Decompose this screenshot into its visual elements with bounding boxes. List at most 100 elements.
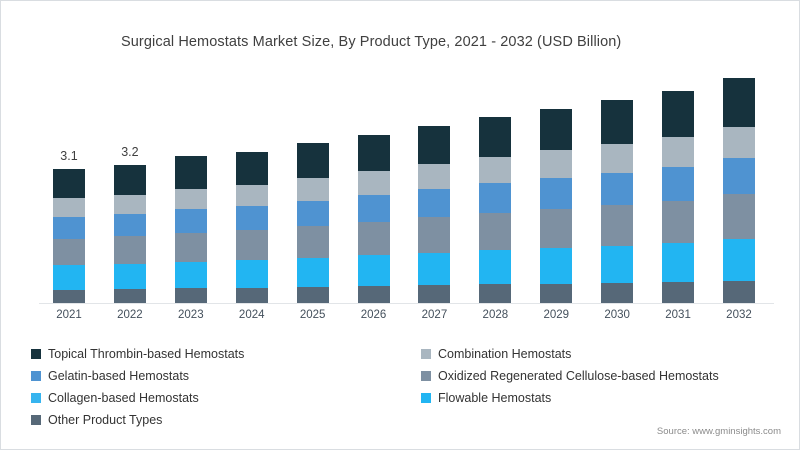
bar-segment[interactable] [722, 158, 755, 195]
bar-segment[interactable] [174, 209, 207, 233]
bar-segment[interactable] [296, 287, 329, 303]
bar-segment[interactable] [479, 157, 512, 184]
bar-segment[interactable] [662, 166, 695, 201]
bar-segment[interactable] [357, 134, 390, 172]
bar-segment[interactable] [296, 143, 329, 179]
bar-slot[interactable] [222, 61, 282, 303]
bar-segment[interactable] [53, 198, 85, 218]
bar-segment[interactable] [113, 289, 146, 303]
bar-segment[interactable] [540, 283, 573, 303]
stacked-bar[interactable] [662, 91, 695, 303]
bar-segment[interactable] [722, 280, 755, 303]
bar-segment[interactable] [174, 156, 207, 189]
legend-item[interactable]: Gelatin-based Hemostats [31, 367, 421, 384]
bar-segment[interactable] [357, 255, 390, 287]
bar-segment[interactable] [296, 226, 329, 259]
bar-segment[interactable] [479, 117, 512, 158]
bar-segment[interactable] [479, 284, 512, 303]
bar-slot[interactable] [709, 61, 769, 303]
bar-segment[interactable] [662, 281, 695, 303]
bar-segment[interactable] [235, 260, 268, 288]
bar-segment[interactable] [53, 265, 85, 290]
bar-slot[interactable] [404, 61, 464, 303]
bar-slot[interactable]: 3.2 [100, 61, 160, 303]
bar-segment[interactable] [601, 99, 634, 145]
bar-segment[interactable] [357, 171, 390, 195]
bar-segment[interactable] [113, 264, 146, 290]
bar-segment[interactable] [53, 289, 85, 303]
legend-item[interactable]: Combination Hemostats [421, 345, 771, 362]
stacked-bar[interactable] [601, 99, 634, 303]
bar-segment[interactable] [601, 245, 634, 283]
bar-segment[interactable] [296, 178, 329, 201]
bar-segment[interactable] [53, 169, 85, 199]
stacked-bar[interactable] [296, 143, 329, 303]
stacked-bar[interactable] [540, 108, 573, 303]
bar-segment[interactable] [662, 137, 695, 167]
bar-slot[interactable] [526, 61, 586, 303]
bar-segment[interactable] [601, 172, 634, 205]
legend-item[interactable]: Topical Thrombin-based Hemostats [31, 345, 421, 362]
bar-segment[interactable] [235, 287, 268, 303]
bar-segment[interactable] [357, 221, 390, 256]
bar-slot[interactable] [587, 61, 647, 303]
bar-segment[interactable] [601, 282, 634, 303]
bar-segment[interactable] [235, 151, 268, 185]
bar-segment[interactable] [662, 242, 695, 282]
bar-segment[interactable] [174, 188, 207, 210]
bar-segment[interactable] [418, 188, 451, 218]
legend-item[interactable]: Other Product Types [31, 411, 421, 428]
stacked-bar[interactable] [357, 134, 390, 303]
bar-segment[interactable] [722, 126, 755, 159]
bar-segment[interactable] [479, 250, 512, 285]
bar-segment[interactable] [113, 164, 146, 195]
bar-slot[interactable]: 3.1 [39, 61, 99, 303]
stacked-bar[interactable] [53, 169, 85, 303]
bar-segment[interactable] [113, 194, 146, 215]
bar-segment[interactable] [113, 214, 146, 237]
legend-item[interactable]: Collagen-based Hemostats [31, 389, 421, 406]
bar-segment[interactable] [174, 261, 207, 289]
bar-segment[interactable] [113, 236, 146, 265]
bar-segment[interactable] [296, 258, 329, 288]
bar-slot[interactable] [161, 61, 221, 303]
bar-segment[interactable] [722, 239, 755, 281]
bar-segment[interactable] [662, 200, 695, 243]
bar-segment[interactable] [418, 164, 451, 189]
stacked-bar[interactable] [113, 164, 146, 303]
bar-segment[interactable] [540, 208, 573, 248]
bar-segment[interactable] [479, 213, 512, 251]
bar-segment[interactable] [540, 108, 573, 151]
bar-segment[interactable] [235, 229, 268, 261]
stacked-bar[interactable] [479, 117, 512, 303]
bar-segment[interactable] [418, 285, 451, 303]
bar-segment[interactable] [296, 200, 329, 227]
bar-segment[interactable] [418, 217, 451, 253]
bar-slot[interactable] [344, 61, 404, 303]
bar-segment[interactable] [174, 288, 207, 303]
bar-segment[interactable] [479, 183, 512, 214]
bar-segment[interactable] [722, 78, 755, 127]
stacked-bar[interactable] [418, 125, 451, 303]
bar-segment[interactable] [235, 184, 268, 206]
bar-segment[interactable] [418, 252, 451, 286]
bar-slot[interactable] [648, 61, 708, 303]
bar-segment[interactable] [53, 238, 85, 266]
bar-slot[interactable] [465, 61, 525, 303]
bar-segment[interactable] [601, 144, 634, 173]
bar-segment[interactable] [235, 205, 268, 230]
bar-segment[interactable] [174, 232, 207, 262]
stacked-bar[interactable] [722, 78, 755, 303]
bar-segment[interactable] [357, 195, 390, 222]
bar-segment[interactable] [357, 286, 390, 303]
legend-item[interactable]: Oxidized Regenerated Cellulose-based Hem… [421, 367, 771, 384]
bar-segment[interactable] [53, 217, 85, 239]
legend-item[interactable]: Flowable Hemostats [421, 389, 771, 406]
bar-slot[interactable] [283, 61, 343, 303]
bar-segment[interactable] [662, 91, 695, 138]
bar-segment[interactable] [540, 247, 573, 284]
bar-segment[interactable] [540, 177, 573, 209]
bar-segment[interactable] [418, 125, 451, 165]
stacked-bar[interactable] [235, 151, 268, 303]
stacked-bar[interactable] [174, 156, 207, 303]
